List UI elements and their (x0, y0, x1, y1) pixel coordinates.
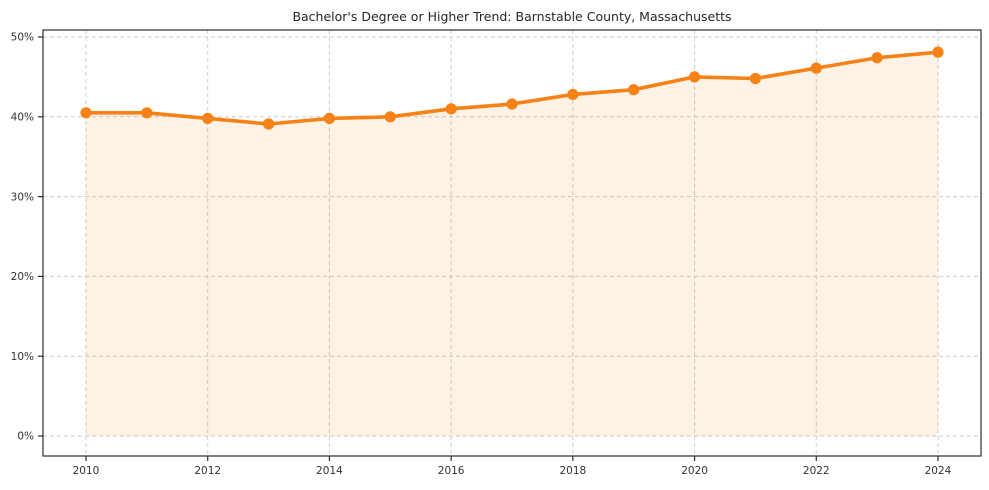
x-axis-tick-label: 2022 (803, 465, 830, 477)
x-axis-tick-label: 2020 (681, 465, 708, 477)
y-axis-tick-label: 40% (11, 112, 34, 124)
x-axis-tick-label: 2018 (559, 465, 586, 477)
data-point-marker (262, 118, 275, 130)
data-point-marker (202, 112, 214, 124)
x-axis-tick-label: 2012 (194, 465, 221, 477)
y-axis-tick-label: 50% (11, 32, 34, 44)
chart-title: Bachelor's Degree or Higher Trend: Barns… (292, 9, 731, 24)
x-axis-tick-label: 2010 (73, 465, 100, 477)
data-point-marker (141, 107, 153, 119)
y-axis-tick-label: 0% (17, 431, 34, 443)
data-point-marker (688, 71, 701, 83)
data-point-marker (80, 107, 92, 119)
data-point-marker (628, 84, 640, 96)
y-axis-tick-label: 10% (11, 351, 34, 363)
data-point-marker (567, 88, 579, 101)
axes-and-ticks (38, 29, 982, 461)
tick-labels: 0% 10% 20% 30% 40% 50% 2010 2012 2014 2016 2018 202… (11, 32, 952, 477)
plot-border (42, 29, 982, 457)
data-point-marker (445, 103, 457, 115)
x-axis-tick-label: 2016 (438, 465, 465, 477)
y-axis-tick-label: 20% (11, 271, 34, 283)
data-point-marker (932, 46, 944, 58)
area-under-line (86, 52, 938, 437)
y-axis-tick-label: 30% (11, 191, 34, 203)
data-point-marker (749, 72, 762, 85)
data-point-marker (384, 111, 396, 123)
area-fill (86, 52, 938, 437)
data-point-marker (810, 62, 822, 74)
gridlines (43, 30, 981, 456)
data-point-marker (506, 98, 518, 110)
x-axis-tick-label: 2014 (316, 465, 343, 477)
data-point-markers (80, 46, 944, 130)
data-point-marker (871, 52, 883, 64)
data-point-marker (323, 112, 336, 124)
x-axis-tick-label: 2024 (925, 465, 952, 477)
